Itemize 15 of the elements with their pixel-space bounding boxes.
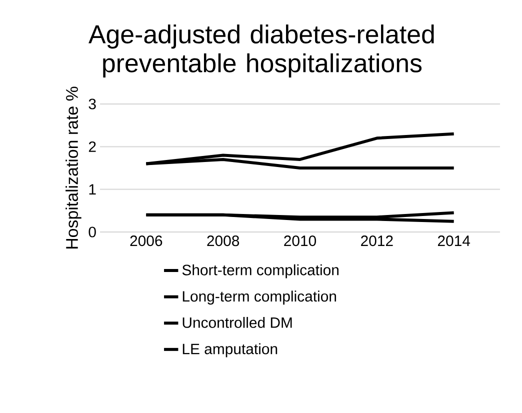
legend-label: Long-term complication (182, 290, 336, 305)
x-tick-label: 2008 (207, 236, 240, 246)
x-tick-label: 2014 (438, 236, 470, 246)
y-tick-label: 1 (89, 184, 96, 194)
x-tick-label: 2006 (130, 236, 162, 246)
y-axis-title: Hospitalization rate % (66, 86, 82, 249)
y-tick-label: 3 (88, 98, 96, 110)
legend-label: LE amputation (182, 343, 278, 358)
legend-label: Short-term complication (182, 264, 338, 278)
x-tick-label: 2012 (361, 236, 393, 246)
y-tick-label: 0 (88, 226, 96, 238)
x-tick-label: 2010 (284, 236, 316, 246)
y-tick-label: 2 (88, 141, 96, 152)
chart-title: Age-adjusted diabetes-related preventable hospitalizations (88, 24, 434, 78)
legend-label: Uncontrolled DM (182, 316, 292, 328)
